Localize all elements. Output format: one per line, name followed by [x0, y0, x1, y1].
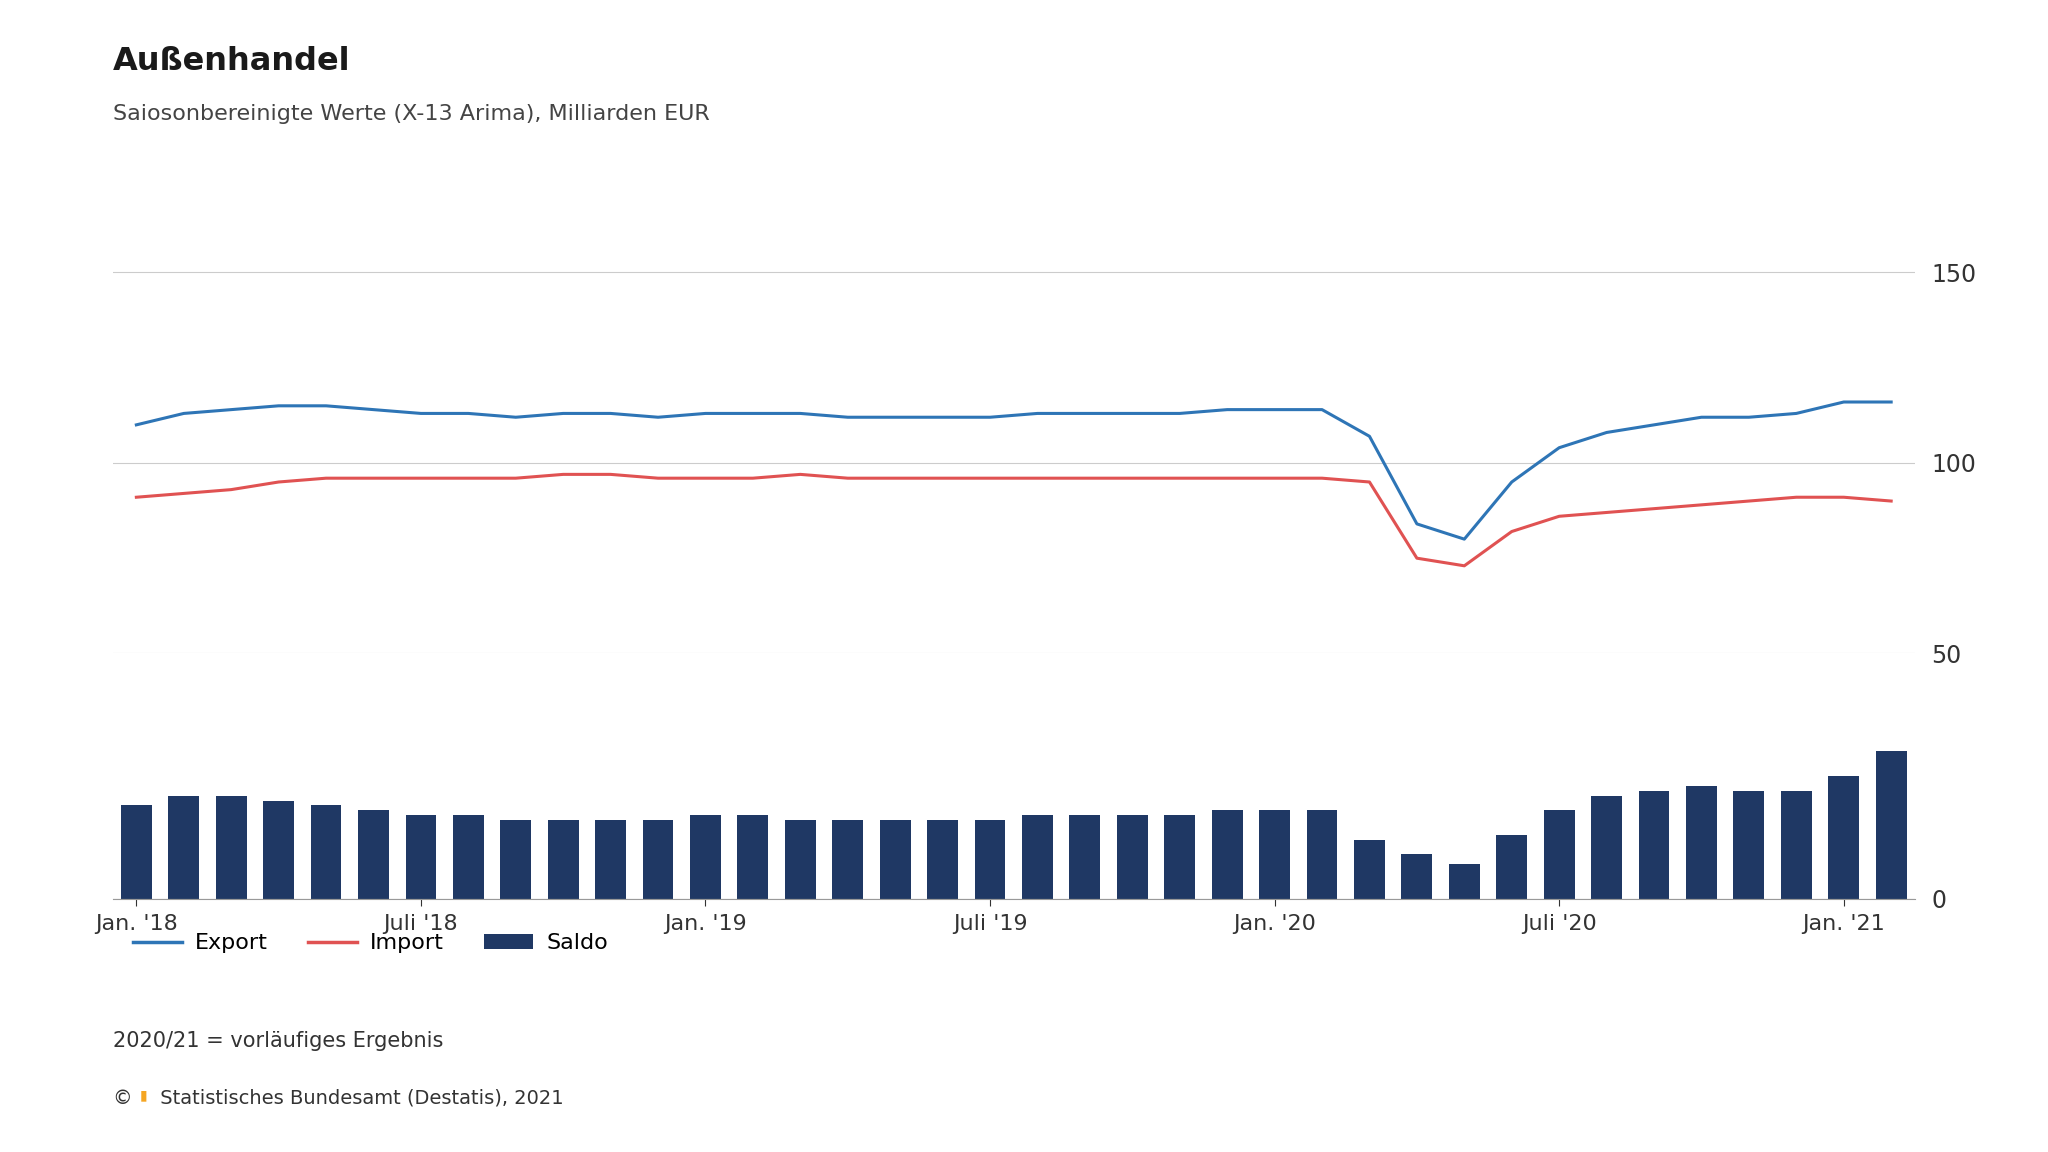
Bar — [1260, 810, 1290, 899]
Bar — [358, 810, 389, 899]
Bar — [453, 816, 483, 899]
Text: 2020/21 = vorläufiges Ergebnis: 2020/21 = vorläufiges Ergebnis — [113, 1031, 442, 1051]
Bar — [1829, 776, 1860, 899]
Text: ©: © — [113, 1089, 133, 1107]
Bar — [1354, 840, 1384, 899]
Legend: Export, Import, Saldo: Export, Import, Saldo — [123, 925, 616, 962]
Bar — [1686, 786, 1716, 899]
Bar — [168, 796, 199, 899]
Bar — [690, 816, 721, 899]
Bar — [1022, 816, 1053, 899]
Bar — [547, 820, 580, 899]
Bar — [643, 820, 674, 899]
Bar — [1733, 790, 1763, 899]
Bar — [928, 820, 958, 899]
Bar — [1165, 816, 1196, 899]
Bar — [1876, 751, 1907, 899]
Bar — [264, 801, 295, 899]
Bar — [975, 820, 1006, 899]
Bar — [1497, 835, 1528, 899]
Bar — [1212, 810, 1243, 899]
Bar — [737, 816, 768, 899]
Bar — [1401, 855, 1432, 899]
Bar — [596, 820, 627, 899]
Text: Saiosonbereinigte Werte (X-13 Arima), Milliarden EUR: Saiosonbereinigte Werte (X-13 Arima), Mi… — [113, 104, 709, 123]
Bar — [1638, 790, 1669, 899]
Bar — [215, 796, 246, 899]
Text: Statistisches Bundesamt (Destatis), 2021: Statistisches Bundesamt (Destatis), 2021 — [154, 1089, 563, 1107]
Bar — [1448, 864, 1481, 899]
Text: ▮: ▮ — [139, 1089, 147, 1102]
Bar — [1116, 816, 1147, 899]
Bar — [121, 805, 152, 899]
Bar — [784, 820, 815, 899]
Bar — [311, 805, 342, 899]
Bar — [406, 816, 436, 899]
Bar — [1591, 796, 1622, 899]
Bar — [1782, 790, 1812, 899]
Bar — [1307, 810, 1337, 899]
Text: Außenhandel: Außenhandel — [113, 46, 350, 77]
Bar — [831, 820, 862, 899]
Bar — [1069, 816, 1100, 899]
Bar — [881, 820, 911, 899]
Bar — [1544, 810, 1575, 899]
Bar — [500, 820, 530, 899]
